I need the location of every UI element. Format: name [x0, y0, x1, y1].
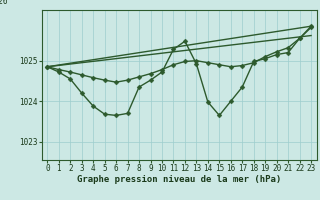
X-axis label: Graphe pression niveau de la mer (hPa): Graphe pression niveau de la mer (hPa)	[77, 175, 281, 184]
Text: 1026: 1026	[0, 0, 7, 6]
